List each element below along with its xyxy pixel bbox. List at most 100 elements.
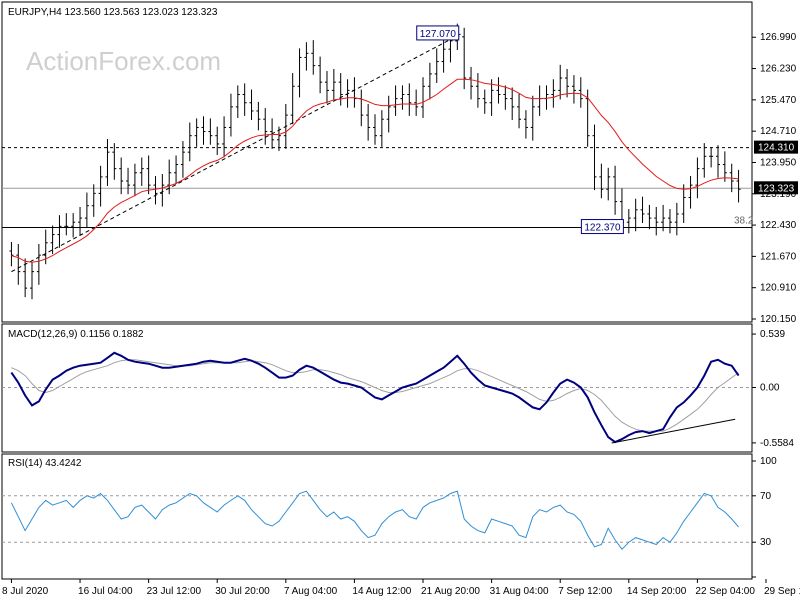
price-bar [215,126,220,156]
price-bar [153,176,158,205]
price-bar [599,163,604,199]
price-bar [359,89,364,127]
price-bar [489,79,494,116]
price-bar [187,122,192,162]
macd-panel: 0.539 0.00 -0.5584 [2,329,794,449]
price-bar [674,202,679,236]
price-bar [441,40,446,73]
price-y-tick-label: 120.150 [760,314,797,325]
rsi-y-tick-label: 70 [760,491,772,502]
price-bar [23,258,28,298]
price-bar [647,204,652,230]
price-y-tick-label: 126.990 [760,32,797,43]
price-bar [180,141,185,178]
price-bar [235,85,240,118]
x-tick-label: 21 Aug 20:00 [421,586,480,597]
price-bar [16,244,21,285]
price-bar [379,110,384,147]
price-bar [105,138,110,186]
price-bar [613,165,618,215]
level-price-box [754,140,798,154]
price-bar [318,56,323,94]
price-bar [414,89,419,116]
price-bar [263,108,268,145]
level-price-box [754,181,798,195]
x-tick-label: 14 Sep 20:00 [627,586,687,597]
price-bar [373,114,377,145]
price-bar [311,40,316,75]
price-bar [475,73,480,108]
macd-line [10,351,740,444]
price-bar [50,225,55,254]
price-bar [530,95,535,141]
price-bar [469,66,474,100]
price-bar [276,126,281,151]
macd-y-tick-label: 0.539 [760,329,785,340]
price-y-tick-label: 123.950 [760,157,797,168]
rsi-title: RSI(14) 43.4242 [8,458,82,469]
x-axis: 8 Jul 2020 16 Jul 04:00 23 Jul 12:00 30 Jul… [2,579,800,597]
price-bar [592,124,597,191]
price-bar [194,118,199,147]
price-bar [283,103,288,149]
price-bar [331,68,336,100]
price-bar [400,85,405,110]
x-tick-label: 16 Jul 04:00 [78,586,133,597]
macd-trendline [611,418,736,444]
price-bar [167,159,172,195]
rsi-y-tick-label: 30 [760,537,772,548]
x-tick-label: 31 Aug 04:00 [490,586,549,597]
price-annotation-label: 122.370 [584,223,621,234]
price-bar [160,174,165,207]
price-bar [496,77,501,104]
price-bar [78,206,83,236]
price-bar [667,209,672,234]
price-bar [427,62,432,100]
price-bar [722,151,727,182]
price-bar [571,75,576,104]
macd-title: MACD(12,26,9) 0.1156 0.1882 [8,329,144,340]
price-bar [462,27,467,90]
macd-signal-line [11,359,739,432]
x-tick-label: 7 Sep 12:00 [558,586,612,597]
price-bar [208,118,213,145]
price-bar [146,155,151,195]
price-bar [126,167,131,195]
price-bar [702,143,707,178]
price-y-tick-label: 124.710 [760,126,797,137]
price-y-tick-label: 122.430 [760,220,797,231]
x-tick-label: 29 Sep 12:00 [764,586,800,597]
price-bar [695,157,700,199]
price-y-tick-label: 126.230 [760,64,797,75]
price-bar [736,169,741,203]
price-bar [249,89,254,121]
price-bar [626,209,631,234]
price-bar [304,42,309,71]
price-bar [517,93,522,129]
price-bar [386,95,391,133]
price-panel: 126.990126.230125.470124.710123.950123.1… [2,23,798,325]
rsi-line [10,490,739,550]
price-bar [503,85,508,110]
price-bar [36,244,41,285]
price-bar [421,77,426,118]
price-bar [606,167,611,201]
price-bar [393,85,398,116]
price-bar [201,116,206,145]
price-y-tick-label: 121.670 [760,251,797,262]
watermark: ActionForex.com [26,46,221,76]
level-price-label: 123.323 [758,183,795,194]
price-annotation-label: 127.070 [420,29,457,40]
price-bar [688,176,693,209]
price-bar [338,73,343,106]
price-bar [98,165,103,207]
price-title: EURJPY,H4 123.560 123.563 123.023 123.32… [8,7,218,18]
x-tick-label: 23 Jul 12:00 [147,586,202,597]
moving-average-line [11,78,739,263]
price-bar [270,118,275,149]
price-bar [558,64,563,100]
price-bar [345,79,350,108]
price-bar [661,204,666,232]
price-bar [633,198,638,232]
